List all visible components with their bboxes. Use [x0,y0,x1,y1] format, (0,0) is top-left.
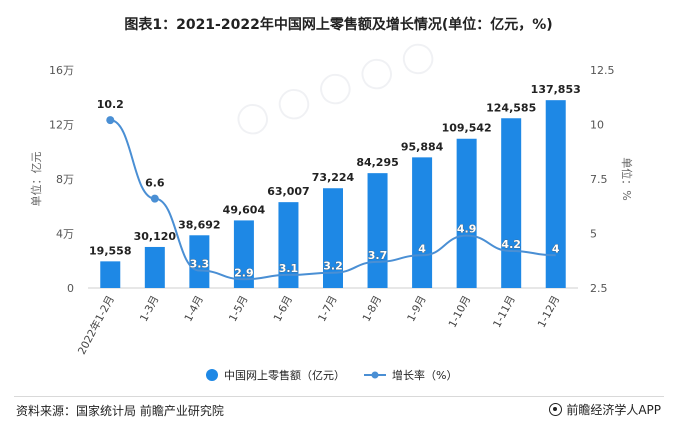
x-tick-label: 1-12月 [536,294,563,330]
bar-value-label: 49,604 [223,203,266,216]
bar-value-label: 30,120 [134,230,177,243]
legend-bar-label: 中国网上零售额（亿元） [224,368,345,382]
x-tick-label: 1-9月 [405,294,429,324]
x-tick-label: 1-5月 [227,294,251,324]
growth-rate-label: 10.2 [97,98,124,111]
bar [456,138,477,288]
bar [367,173,388,288]
bar [189,235,210,288]
bar [144,246,165,288]
y-right-tick-label: 7.5 [590,173,608,186]
source-note: 资料来源：国家统计局 前瞻产业研究院 [16,404,224,418]
y-left-tick-label: 8万 [56,173,74,186]
bar-value-label: 95,884 [401,140,444,153]
bar-value-label: 84,295 [356,156,398,169]
bar [501,118,522,289]
brand-logo-icon [549,403,563,416]
growth-rate-label: 4.9 [457,223,477,236]
legend-line-label: 增长率（%） [392,368,457,382]
bar [545,100,566,288]
bar [278,202,299,288]
y-left-tick-label: 16万 [49,64,74,77]
growth-rate-label: 4 [552,242,560,255]
x-tick-label: 1-6月 [272,294,296,324]
growth-rate-label: 4 [418,242,426,255]
bar-value-label: 63,007 [267,185,309,198]
x-tick-label: 2022年1-2月 [75,293,117,356]
y-right-tick-label: 5 [590,228,597,241]
bar [412,157,433,288]
brand-name: 前瞻经济学人APP [566,403,661,417]
growth-rate-line [110,119,556,281]
y-right-tick-label: 2.5 [590,282,608,295]
bar-value-label: 124,585 [486,101,536,114]
x-tick-label: 1-11月 [491,294,518,330]
growth-rate-point [106,116,115,125]
growth-rate-label: 6.6 [145,177,165,190]
legend-bar-swatch [206,369,218,381]
growth-rate-label: 3.1 [279,262,299,275]
bar [233,220,254,288]
growth-rate-label: 2.9 [234,266,254,279]
bar-value-label: 73,224 [312,171,355,184]
y-right-tick-label: 10 [590,119,604,132]
legend-line-marker [371,371,379,379]
y-right-tick-label: 12.5 [590,64,615,77]
x-tick-label: 1-3月 [138,294,162,324]
growth-rate-label: 4.2 [501,238,521,251]
growth-rate-point [150,194,159,203]
bar [100,261,121,288]
growth-rate-label: 3.3 [190,258,210,271]
y-left-tick-label: 12万 [49,119,74,132]
y-right-axis-title: 单位：% [620,157,634,200]
brand: 前瞻经济学人APP [549,401,661,418]
bar-value-label: 137,853 [531,83,581,96]
bar-value-label: 38,692 [178,218,220,231]
bar-value-label: 109,542 [442,122,492,135]
x-tick-label: 1-10月 [447,294,474,330]
y-left-axis-title: 单位：亿元 [29,152,43,207]
bar [323,188,343,288]
x-tick-label: 1-8月 [361,294,385,324]
chart-title: 图表1：2021-2022年中国网上零售额及增长情况(单位：亿元，%) [124,17,553,33]
x-tick-label: 1-7月 [316,294,340,324]
footer-divider [14,396,664,397]
y-left-tick-label: 0 [67,282,74,295]
y-left-tick-label: 4万 [56,228,74,241]
bar-value-label: 19,558 [89,244,131,257]
growth-rate-label: 3.7 [368,249,388,262]
x-tick-label: 1-4月 [182,294,206,324]
growth-rate-label: 3.2 [323,260,343,273]
